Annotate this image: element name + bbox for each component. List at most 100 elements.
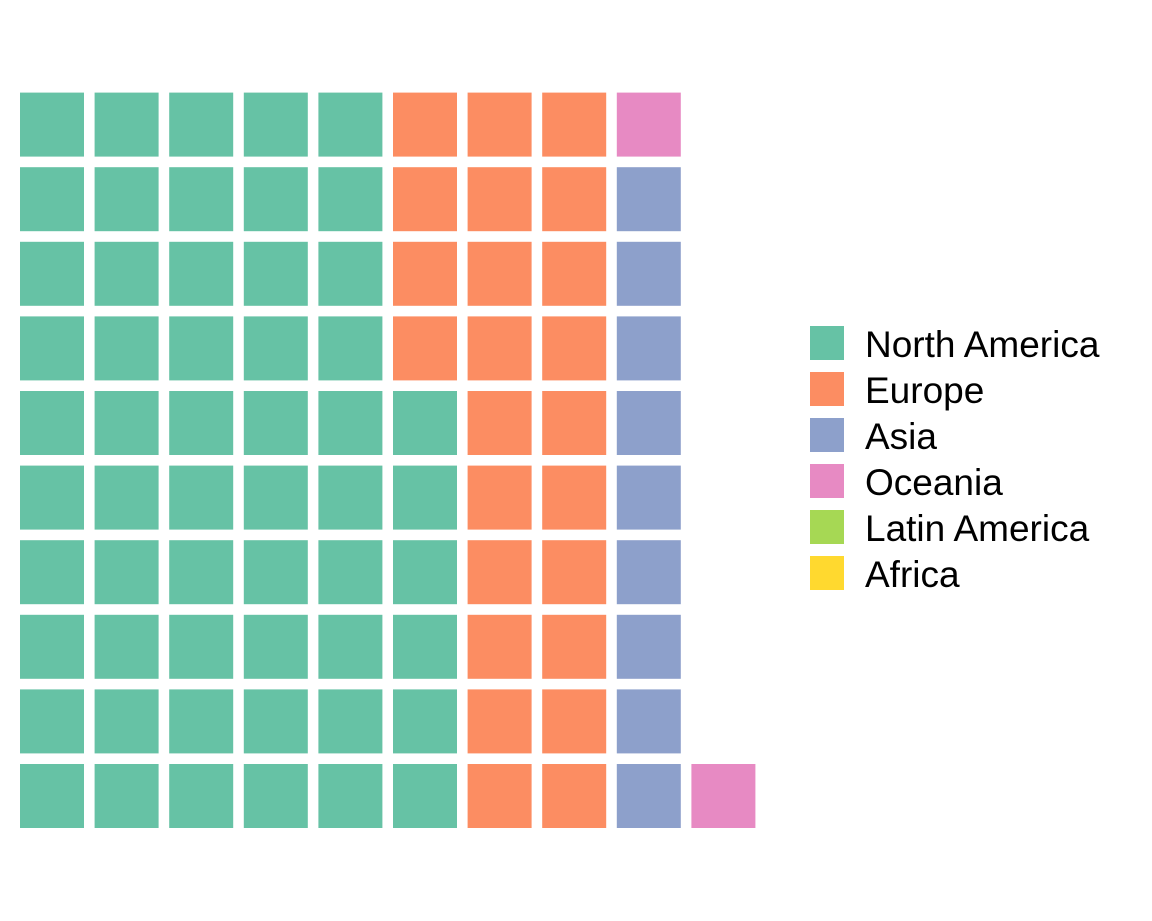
waffle-cell-north-america — [94, 764, 159, 828]
waffle-cell-north-america — [393, 465, 457, 530]
waffle-cell-asia — [616, 391, 681, 455]
waffle-cell-north-america — [169, 540, 234, 605]
waffle-cell-north-america — [243, 689, 308, 754]
waffle-cell-north-america — [20, 540, 84, 605]
legend-key-latin-america — [810, 510, 844, 544]
waffle-cell-north-america — [243, 391, 308, 455]
waffle-cell-north-america — [94, 316, 159, 381]
waffle-cell-europe — [467, 465, 532, 530]
waffle-cell-north-america — [318, 540, 383, 605]
waffle-cell-north-america — [393, 764, 457, 828]
waffle-cell-asia — [616, 540, 681, 605]
waffle-cell-north-america — [169, 316, 234, 381]
legend-label-europe: Europe — [865, 370, 984, 411]
waffle-cell-europe — [467, 241, 532, 306]
waffle-cell-north-america — [318, 614, 383, 679]
legend-label-latin-america: Latin America — [865, 508, 1090, 549]
legend-label-africa: Africa — [865, 554, 960, 595]
waffle-cell-asia — [616, 316, 681, 381]
waffle-cell-europe — [393, 167, 457, 232]
waffle-cell-asia — [616, 764, 681, 828]
waffle-cell-north-america — [318, 764, 383, 828]
waffle-cell-europe — [467, 391, 532, 455]
waffle-cell-europe — [467, 764, 532, 828]
legend-key-asia — [810, 418, 844, 452]
waffle-cells — [20, 92, 756, 828]
waffle-cell-europe — [542, 241, 607, 306]
waffle-cell-north-america — [20, 689, 84, 754]
waffle-cell-europe — [393, 241, 457, 306]
waffle-cell-north-america — [318, 391, 383, 455]
waffle-cell-asia — [616, 465, 681, 530]
waffle-cell-europe — [542, 540, 607, 605]
waffle-cell-europe — [467, 316, 532, 381]
waffle-cell-europe — [393, 92, 457, 157]
waffle-cell-europe — [542, 391, 607, 455]
waffle-cell-north-america — [393, 391, 457, 455]
waffle-cell-north-america — [243, 241, 308, 306]
waffle-cell-north-america — [94, 241, 159, 306]
waffle-cell-oceania — [616, 92, 681, 157]
legend-label-asia: Asia — [865, 416, 937, 457]
waffle-cell-north-america — [94, 465, 159, 530]
waffle-cell-north-america — [94, 540, 159, 605]
waffle-cell-north-america — [169, 92, 234, 157]
waffle-cell-europe — [467, 689, 532, 754]
waffle-cell-north-america — [393, 689, 457, 754]
waffle-cell-north-america — [393, 540, 457, 605]
waffle-cell-north-america — [318, 316, 383, 381]
waffle-cell-north-america — [20, 391, 84, 455]
waffle-cell-north-america — [169, 167, 234, 232]
legend-key-oceania — [810, 464, 844, 498]
waffle-cell-north-america — [169, 391, 234, 455]
waffle-cell-asia — [616, 689, 681, 754]
waffle-cell-north-america — [169, 465, 234, 530]
waffle-cell-europe — [467, 92, 532, 157]
waffle-cell-europe — [467, 167, 532, 232]
waffle-cell-north-america — [20, 92, 84, 157]
waffle-cell-asia — [616, 241, 681, 306]
waffle-cell-north-america — [169, 764, 234, 828]
waffle-cell-europe — [542, 167, 607, 232]
waffle-cell-europe — [542, 764, 607, 828]
waffle-cell-north-america — [94, 689, 159, 754]
waffle-cell-north-america — [169, 689, 234, 754]
waffle-cell-europe — [542, 689, 607, 754]
waffle-cell-north-america — [318, 465, 383, 530]
waffle-cell-north-america — [243, 167, 308, 232]
waffle-cell-north-america — [20, 167, 84, 232]
waffle-cell-north-america — [243, 614, 308, 679]
legend-label-north-america: North America — [865, 324, 1100, 365]
waffle-cell-north-america — [169, 614, 234, 679]
waffle-cell-europe — [467, 614, 532, 679]
waffle-cell-europe — [467, 540, 532, 605]
waffle-cell-europe — [542, 465, 607, 530]
waffle-cell-north-america — [94, 167, 159, 232]
waffle-cell-north-america — [169, 241, 234, 306]
waffle-cell-north-america — [318, 689, 383, 754]
waffle-cell-north-america — [243, 465, 308, 530]
waffle-cell-north-america — [20, 614, 84, 679]
waffle-cell-north-america — [94, 614, 159, 679]
waffle-cell-europe — [542, 316, 607, 381]
legend-key-africa — [810, 556, 844, 590]
waffle-cell-north-america — [243, 92, 308, 157]
waffle-cell-europe — [542, 92, 607, 157]
waffle-cell-north-america — [20, 465, 84, 530]
legend-label-oceania: Oceania — [865, 462, 1003, 503]
waffle-cell-asia — [616, 614, 681, 679]
waffle-cell-europe — [393, 316, 457, 381]
waffle-cell-asia — [616, 167, 681, 232]
waffle-cell-north-america — [393, 614, 457, 679]
waffle-cell-north-america — [20, 316, 84, 381]
waffle-cell-north-america — [94, 92, 159, 157]
waffle-cell-north-america — [20, 241, 84, 306]
waffle-cell-north-america — [20, 764, 84, 828]
legend-key-europe — [810, 372, 844, 406]
waffle-cell-oceania — [691, 764, 756, 828]
waffle-cell-north-america — [243, 540, 308, 605]
waffle-cell-europe — [542, 614, 607, 679]
waffle-cell-north-america — [94, 391, 159, 455]
legend-key-north-america — [810, 326, 844, 360]
